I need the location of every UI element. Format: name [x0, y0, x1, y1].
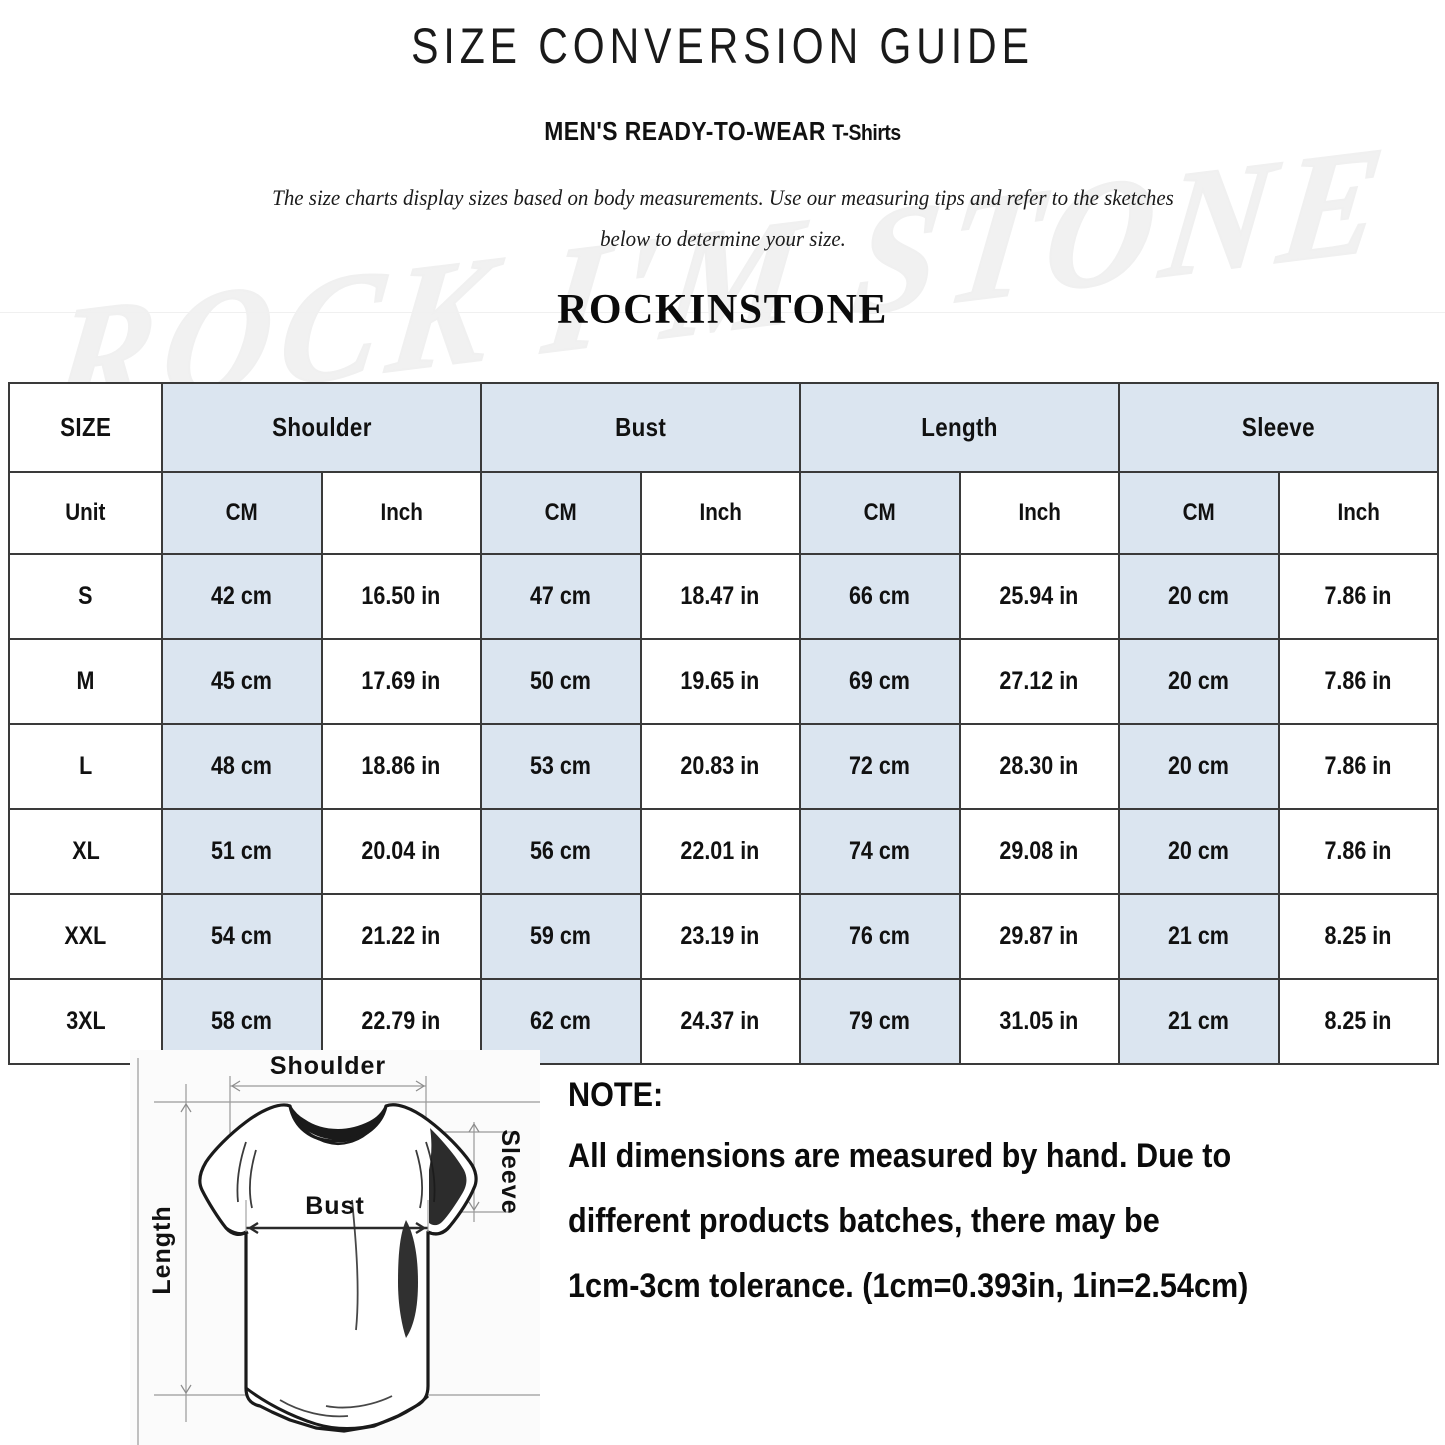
cell-size: XL	[8, 808, 163, 895]
diagram-label-length: Length	[148, 1205, 176, 1294]
subtitle-product: T-Shirts	[832, 119, 901, 145]
cell-length-inch: 29.08 in	[958, 808, 1121, 895]
cell-bust-inch: 20.83 in	[639, 723, 802, 810]
diagram-label-bust: Bust	[305, 1192, 365, 1220]
cell-size: L	[8, 723, 163, 810]
cell-length-cm: 66 cm	[799, 553, 961, 640]
cell-length-cm: 72 cm	[799, 723, 961, 810]
cell-length-cm: 74 cm	[799, 808, 961, 895]
cell-shoulder-cm: 54 cm	[161, 893, 323, 980]
cell-sleeve-inch: 7.86 in	[1277, 638, 1440, 725]
table-row: S 42 cm 16.50 in 47 cm 18.47 in 66 cm 25…	[8, 553, 1440, 640]
note-line-2: different products batches, there may be	[568, 1202, 1160, 1240]
cell-bust-inch: 19.65 in	[639, 638, 802, 725]
note-line-3: 1cm-3cm tolerance. (1cm=0.393in, 1in=2.5…	[568, 1267, 1249, 1305]
table-header-row: SIZE Shoulder Bust Length Sleeve	[8, 382, 1440, 473]
header-cell-size: SIZE	[8, 382, 163, 473]
table-row: XXL 54 cm 21.22 in 59 cm 23.19 in 76 cm …	[8, 893, 1440, 980]
cell-shoulder-inch: 20.04 in	[320, 808, 482, 895]
diagram-label-sleeve: Sleeve	[496, 1129, 524, 1214]
cell-sleeve-cm: 20 cm	[1118, 553, 1280, 640]
cell-bust-cm: 47 cm	[480, 553, 642, 640]
brand-divider-rule	[0, 312, 1445, 313]
unit-cell-label: Unit	[8, 471, 163, 555]
cell-sleeve-inch: 8.25 in	[1277, 978, 1440, 1065]
page-title: SIZE CONVERSION GUIDE	[411, 18, 1034, 74]
bottom-section: Shoulder Bust Length Sleeve NOTE: All di…	[0, 1048, 1445, 1445]
cell-length-inch: 27.12 in	[958, 638, 1121, 725]
note-block: NOTE: All dimensions are measured by han…	[568, 1076, 1398, 1332]
cell-length-inch: 25.94 in	[958, 553, 1121, 640]
unit-cell-bust-inch: Inch	[639, 471, 802, 555]
cell-bust-inch: 23.19 in	[639, 893, 802, 980]
cell-bust-cm: 53 cm	[480, 723, 642, 810]
cell-length-cm: 79 cm	[799, 978, 961, 1065]
cell-bust-inch: 24.37 in	[639, 978, 802, 1065]
brand-name: ROCKINSTONE	[557, 286, 888, 333]
unit-cell-sleeve-inch: Inch	[1277, 471, 1440, 555]
cell-bust-inch: 22.01 in	[639, 808, 802, 895]
cell-length-inch: 31.05 in	[958, 978, 1121, 1065]
unit-cell-sleeve-cm: CM	[1118, 471, 1280, 555]
header-cell-sleeve: Sleeve	[1118, 382, 1440, 473]
header-cell-bust: Bust	[479, 382, 802, 473]
cell-size: 3XL	[8, 978, 163, 1065]
cell-size: XXL	[8, 893, 163, 980]
cell-sleeve-inch: 7.86 in	[1277, 553, 1440, 640]
table-row: 3XL 58 cm 22.79 in 62 cm 24.37 in 79 cm …	[8, 978, 1440, 1065]
unit-cell-length-inch: Inch	[958, 471, 1121, 555]
table-row: M 45 cm 17.69 in 50 cm 19.65 in 69 cm 27…	[8, 638, 1440, 725]
header-cell-length: Length	[799, 382, 1121, 473]
cell-bust-cm: 50 cm	[480, 638, 642, 725]
cell-sleeve-cm: 20 cm	[1118, 808, 1280, 895]
cell-bust-cm: 56 cm	[480, 808, 642, 895]
cell-size: M	[8, 638, 163, 725]
cell-length-cm: 76 cm	[799, 893, 961, 980]
cell-shoulder-inch: 18.86 in	[320, 723, 482, 810]
subtitle-category: MEN'S READY-TO-WEAR	[544, 115, 826, 146]
size-conversion-table: SIZE Shoulder Bust Length Sleeve Unit CM…	[8, 382, 1440, 1065]
cell-length-cm: 69 cm	[799, 638, 961, 725]
cell-sleeve-inch: 7.86 in	[1277, 808, 1440, 895]
size-table-container: SIZE Shoulder Bust Length Sleeve Unit CM…	[8, 382, 1440, 1065]
header-section: SIZE CONVERSION GUIDE MEN'S READY-TO-WEA…	[0, 0, 1445, 334]
cell-shoulder-inch: 17.69 in	[320, 638, 482, 725]
note-line-1: All dimensions are measured by hand. Due…	[568, 1137, 1232, 1175]
table-row: L 48 cm 18.86 in 53 cm 20.83 in 72 cm 28…	[8, 723, 1440, 810]
cell-length-inch: 28.30 in	[958, 723, 1121, 810]
unit-cell-shoulder-inch: Inch	[320, 471, 482, 555]
cell-sleeve-cm: 21 cm	[1118, 893, 1280, 980]
cell-sleeve-inch: 7.86 in	[1277, 723, 1440, 810]
intro-description: The size charts display sizes based on b…	[271, 184, 1174, 252]
cell-sleeve-cm: 21 cm	[1118, 978, 1280, 1065]
cell-length-inch: 29.87 in	[958, 893, 1121, 980]
cell-shoulder-inch: 21.22 in	[320, 893, 482, 980]
table-unit-row: Unit CM Inch CM Inch CM Inch CM Inch	[8, 471, 1440, 555]
note-title: NOTE:	[568, 1076, 664, 1114]
cell-bust-inch: 18.47 in	[639, 553, 802, 640]
cell-bust-cm: 59 cm	[480, 893, 642, 980]
cell-shoulder-cm: 48 cm	[161, 723, 323, 810]
cell-shoulder-cm: 45 cm	[161, 638, 323, 725]
cell-shoulder-cm: 58 cm	[161, 978, 323, 1065]
cell-size: S	[8, 553, 163, 640]
cell-shoulder-cm: 51 cm	[161, 808, 323, 895]
page-subtitle: MEN'S READY-TO-WEAR T-Shirts	[87, 76, 1359, 147]
cell-shoulder-cm: 42 cm	[161, 553, 323, 640]
unit-cell-length-cm: CM	[799, 471, 961, 555]
table-row: XL 51 cm 20.04 in 56 cm 22.01 in 74 cm 2…	[8, 808, 1440, 895]
unit-cell-bust-cm: CM	[480, 471, 642, 555]
cell-sleeve-cm: 20 cm	[1118, 638, 1280, 725]
cell-shoulder-inch: 16.50 in	[320, 553, 482, 640]
header-cell-shoulder: Shoulder	[161, 382, 482, 473]
cell-sleeve-inch: 8.25 in	[1277, 893, 1440, 980]
cell-sleeve-cm: 20 cm	[1118, 723, 1280, 810]
unit-cell-shoulder-cm: CM	[161, 471, 323, 555]
diagram-label-shoulder: Shoulder	[270, 1052, 386, 1080]
tshirt-measurement-diagram: Shoulder Bust Length Sleeve	[130, 1050, 540, 1445]
